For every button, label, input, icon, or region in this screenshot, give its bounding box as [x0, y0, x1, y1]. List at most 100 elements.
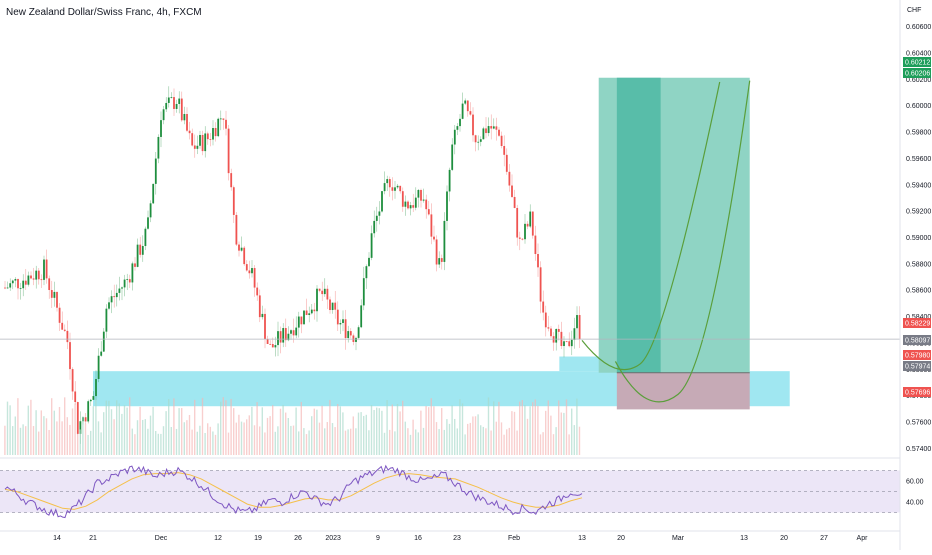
volume-bar	[56, 421, 58, 455]
volume-bar	[422, 427, 425, 455]
candle-body	[482, 128, 485, 140]
candle-body	[308, 313, 311, 315]
volume-bar	[485, 428, 487, 455]
candle-body	[48, 278, 51, 291]
candle-body	[136, 244, 139, 267]
volume-bar	[526, 418, 529, 455]
volume-bar	[160, 433, 162, 455]
x-tick-label: 20	[617, 535, 625, 542]
volume-bar	[35, 410, 37, 455]
candle-body	[277, 331, 279, 346]
candle-body	[100, 351, 103, 356]
candle-body	[443, 220, 446, 262]
volume-bar	[191, 429, 193, 455]
candle-body	[394, 187, 396, 191]
x-tick-label: 19	[254, 535, 262, 542]
volume-bar	[430, 398, 432, 455]
candle-body	[256, 287, 259, 296]
x-tick-label: 21	[89, 535, 97, 542]
currency-label: CHF	[907, 7, 921, 14]
volume-bar	[225, 400, 227, 455]
candle-body	[487, 126, 490, 134]
candle-body	[214, 128, 217, 137]
candle-body	[178, 98, 181, 104]
volume-bar	[27, 405, 29, 455]
volume-bar	[425, 405, 427, 455]
candle-body	[144, 228, 147, 247]
candle-body	[32, 278, 35, 280]
volume-bar	[165, 411, 167, 455]
volume-bar	[415, 429, 417, 455]
volume-bar	[116, 400, 118, 455]
volume-bar	[560, 412, 562, 455]
candle-body	[409, 205, 412, 209]
candle-body	[472, 114, 474, 136]
volume-bar	[519, 401, 521, 455]
candle-body	[217, 118, 220, 137]
volume-bar	[51, 398, 53, 455]
candle-body	[451, 144, 454, 170]
volume-bar	[64, 397, 66, 455]
candles	[4, 86, 581, 444]
candle-body	[404, 201, 407, 207]
price-label: 0.60206	[905, 71, 930, 78]
volume-bar	[79, 429, 81, 455]
volume-bar	[389, 429, 391, 455]
candle-body	[264, 313, 266, 340]
volume-bar	[253, 425, 256, 455]
volume-bar	[350, 428, 352, 455]
candle-body	[368, 257, 370, 267]
candle-body	[74, 391, 77, 403]
candle-body	[147, 217, 149, 229]
candle-body	[435, 239, 438, 265]
candle-body	[547, 327, 550, 329]
target-zone-highlight	[616, 77, 661, 373]
candle-body	[66, 330, 69, 343]
volume-bar	[233, 408, 235, 455]
volume-bar	[303, 428, 305, 455]
candle-body	[524, 223, 526, 240]
candle-body	[199, 134, 201, 146]
volume-bar	[259, 426, 261, 455]
x-tick-label: 9	[376, 535, 380, 542]
candle-body	[282, 328, 285, 343]
candle-body	[240, 247, 243, 251]
volume-bar	[256, 402, 258, 455]
volume-bar	[136, 420, 139, 455]
candle-body	[568, 341, 571, 347]
volume-bar	[110, 409, 113, 455]
volume-bar	[342, 412, 344, 455]
volume-bar	[152, 406, 154, 455]
stop-zone	[616, 372, 750, 410]
volume-bar	[175, 428, 178, 455]
rsi-line	[4, 464, 583, 519]
volume-bar	[573, 425, 575, 455]
candle-body	[160, 120, 162, 137]
candle-body	[495, 126, 498, 130]
candle-body	[422, 199, 425, 201]
volume-bar	[45, 418, 48, 455]
volume-bar	[209, 426, 211, 455]
candle-body	[196, 145, 199, 149]
volume-bar	[409, 434, 412, 455]
candle-body	[206, 133, 209, 140]
candle-body	[391, 187, 394, 191]
candle-body	[154, 158, 157, 184]
candle-body	[544, 312, 547, 328]
candle-body	[40, 279, 43, 281]
price-label-box	[903, 361, 931, 371]
volume-bar	[38, 431, 40, 455]
volume-bar	[134, 434, 136, 455]
volume-bar	[329, 399, 331, 455]
volume-bar	[383, 432, 386, 455]
volume-bar	[365, 414, 367, 455]
volume-bar	[53, 410, 55, 455]
candle-body	[186, 113, 188, 131]
volume-bar	[103, 412, 105, 455]
volume-bar	[469, 422, 471, 455]
candle-body	[134, 263, 136, 267]
volume-bar	[71, 408, 74, 455]
volume-bar	[227, 432, 230, 455]
candle-body	[84, 417, 87, 422]
